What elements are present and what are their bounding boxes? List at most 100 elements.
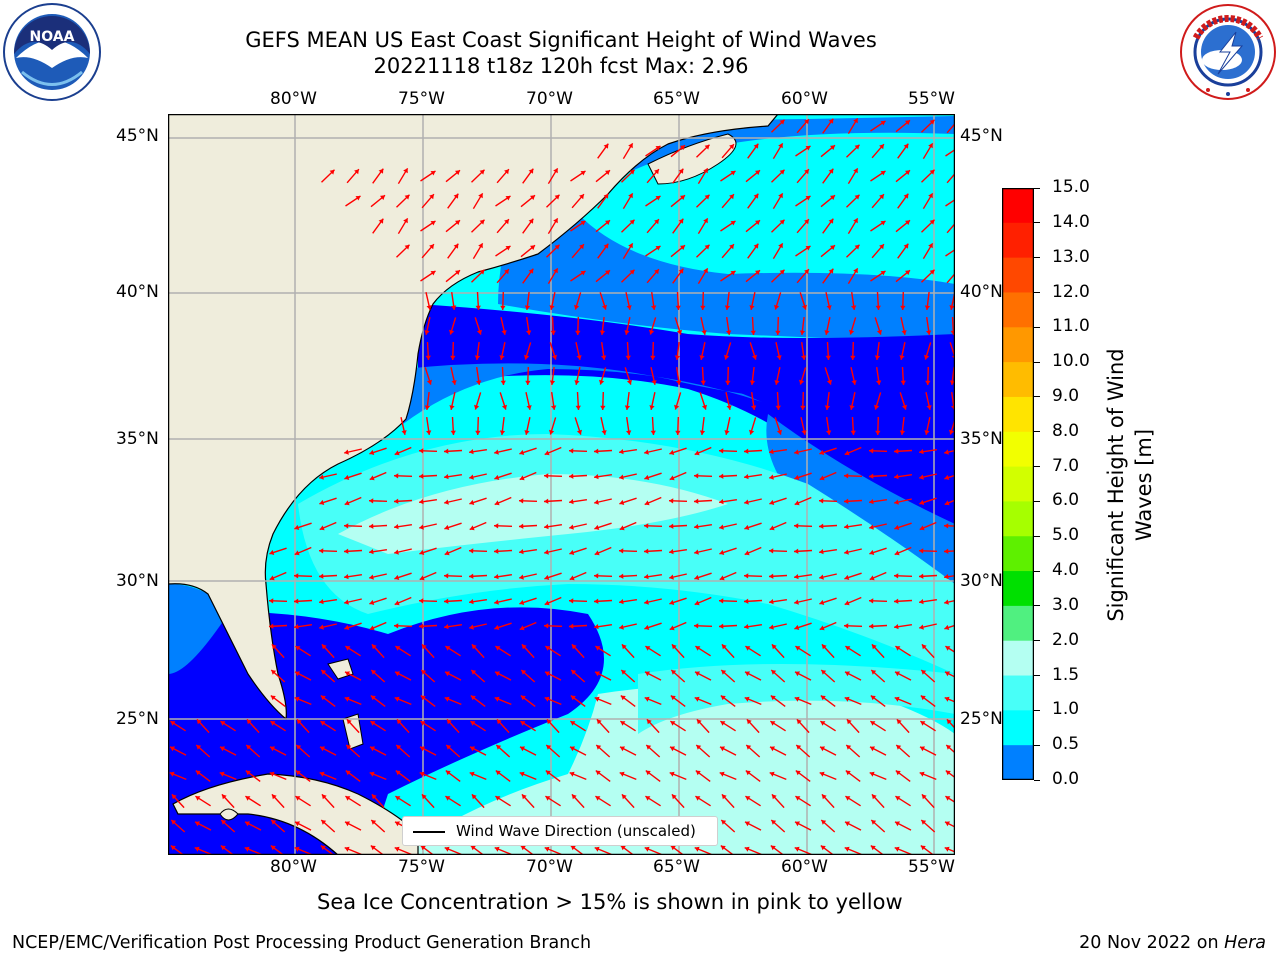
wave-direction-arrowhead <box>744 573 749 579</box>
colorbar-tick-mark <box>1034 292 1040 293</box>
colorbar-swatch <box>1002 431 1034 468</box>
wave-direction-arrowhead <box>544 574 550 580</box>
colorbar-tick-mark <box>1034 187 1040 189</box>
wave-direction-arrowhead <box>595 770 601 776</box>
wave-direction-arrowhead <box>726 330 732 335</box>
wave-direction-arrowhead <box>269 623 274 629</box>
wave-direction-arrowhead <box>170 721 176 726</box>
wave-direction-arrowhead <box>419 598 424 604</box>
wave-direction-arrowhead <box>770 695 776 701</box>
wave-direction-arrowhead <box>544 846 550 852</box>
wave-direction-arrowhead <box>853 268 858 274</box>
colorbar-swatch <box>1002 536 1034 572</box>
wave-direction-arrowhead <box>295 646 301 651</box>
wave-direction-arrowhead <box>655 196 661 201</box>
wave-direction-arrowhead <box>403 168 408 174</box>
wave-direction-arrowhead <box>804 269 809 275</box>
wave-direction-arrowhead <box>944 696 950 702</box>
wave-direction-arrowhead <box>778 143 783 149</box>
wave-direction-arrowhead <box>769 499 775 505</box>
wave-direction-arrowhead <box>519 574 524 580</box>
wave-direction-arrowhead <box>594 573 599 579</box>
wave-direction-arrowhead <box>444 550 450 556</box>
legend-label: Wind Wave Direction (unscaled) <box>456 822 696 840</box>
wave-direction-arrowhead <box>471 794 477 800</box>
lon-label-top-70w: 70°W <box>526 89 573 109</box>
wave-direction-arrowhead <box>919 525 925 531</box>
wave-direction-arrowhead <box>269 549 275 555</box>
wave-direction-arrowhead <box>794 574 799 580</box>
wave-direction-arrowhead <box>669 549 674 555</box>
wave-direction-arrowhead <box>600 405 606 410</box>
wave-direction-arrowhead <box>574 304 580 310</box>
wave-direction-arrowhead <box>820 695 826 701</box>
colorbar-tick-label: 1.0 <box>1052 699 1080 720</box>
wave-direction-arrowhead <box>620 746 625 752</box>
wave-direction-arrowhead <box>944 474 950 480</box>
wave-direction-arrowhead <box>574 380 580 385</box>
wave-direction-arrowhead <box>646 719 652 725</box>
wave-direction-arrowhead <box>719 499 724 505</box>
wave-direction-arrowhead <box>628 243 633 249</box>
wave-direction-arrowhead <box>695 671 700 677</box>
wave-direction-arrowhead <box>730 271 736 276</box>
wave-direction-arrowhead <box>894 573 899 579</box>
wave-direction-arrowhead <box>455 170 460 176</box>
lon-label-bottom-70w: 70°W <box>526 857 573 877</box>
wave-direction-arrowhead <box>519 449 525 455</box>
wave-direction-arrowhead <box>874 355 881 360</box>
wave-direction-arrowhead <box>494 449 499 455</box>
wave-direction-arrowhead <box>804 169 809 175</box>
wave-direction-arrowhead <box>469 525 475 531</box>
wave-direction-arrowhead <box>745 671 750 677</box>
wave-direction-arrowhead <box>844 524 849 530</box>
wave-direction-arrowhead <box>799 330 806 335</box>
noaa-logo-text: NOAA <box>30 29 75 45</box>
wave-direction-arrowhead <box>744 598 749 604</box>
colorbar-tick-label: 7.0 <box>1052 455 1080 476</box>
wave-direction-arrowhead <box>419 549 425 555</box>
colorbar-swatches <box>1001 187 1035 781</box>
lat-label-right-30n: 30°N <box>960 571 1003 591</box>
wave-direction-arrowhead <box>779 269 785 275</box>
wave-direction-arrowhead <box>451 305 457 310</box>
wave-direction-arrowhead <box>844 600 850 606</box>
wave-direction-arrowhead <box>869 448 874 454</box>
wave-direction-arrowhead <box>905 170 910 176</box>
wave-direction-arrowhead <box>895 671 900 677</box>
wave-direction-arrowhead <box>819 574 824 580</box>
wave-direction-arrowhead <box>644 449 649 455</box>
wave-direction-arrowhead <box>378 218 384 224</box>
wave-direction-arrowhead <box>519 549 524 555</box>
wave-direction-arrowhead <box>269 771 275 777</box>
wave-direction-arrowhead <box>650 430 656 435</box>
nws-logo <box>1178 2 1278 102</box>
wave-direction-arrowhead <box>924 305 931 310</box>
wave-direction-arrowhead <box>729 194 734 200</box>
wave-direction-arrowhead <box>945 770 951 776</box>
footer-left: NCEP/EMC/Verification Post Processing Pr… <box>12 933 592 953</box>
wave-direction-arrowhead <box>869 771 875 777</box>
wave-direction-arrowhead <box>469 771 475 777</box>
lon-label-bottom-55w: 55°W <box>908 857 955 877</box>
wave-direction-arrowhead <box>444 474 449 480</box>
wave-direction-arrowhead <box>644 599 649 605</box>
wave-direction-arrowhead <box>901 404 907 410</box>
wave-direction-arrowhead <box>369 625 375 631</box>
wave-direction-arrowhead <box>430 271 436 276</box>
wave-direction-arrowhead <box>544 623 549 629</box>
wave-direction-arrowhead <box>494 500 500 506</box>
wave-direction-arrowhead <box>645 796 651 801</box>
wave-direction-arrowhead <box>646 745 652 750</box>
wave-direction-arrowhead <box>603 243 609 249</box>
wave-direction-arrowhead <box>778 243 783 249</box>
colorbar-tick-label: 0.0 <box>1052 769 1080 789</box>
wave-direction-arrowhead <box>544 498 549 504</box>
wave-direction-arrowhead <box>924 430 930 435</box>
wave-direction-arrowhead <box>678 168 684 174</box>
wave-direction-arrowhead <box>549 429 555 435</box>
wave-direction-arrowhead <box>450 430 456 435</box>
wave-direction-arrowhead <box>696 719 702 725</box>
wave-direction-arrowhead <box>875 430 881 435</box>
wave-direction-arrowhead <box>755 220 760 226</box>
